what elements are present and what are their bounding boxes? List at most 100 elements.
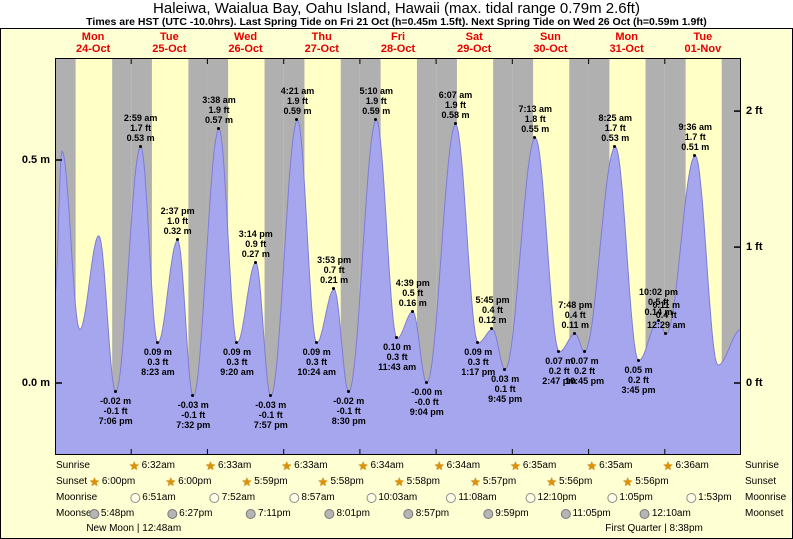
sunrise-time: 6:34am bbox=[370, 460, 404, 471]
sunset-entry: ★ 6:00pm bbox=[165, 475, 211, 488]
moonset-icon bbox=[560, 508, 571, 519]
moonset-time: 11:05pm bbox=[572, 508, 611, 519]
tide-annotation: 7:48 pm 0.4 ft 0.11 m bbox=[558, 299, 593, 330]
sun-star-icon: ★ bbox=[128, 458, 140, 473]
moonrise-entry: 6:51am bbox=[130, 491, 176, 504]
sunrise-entry: ★ 6:32am bbox=[129, 459, 175, 472]
moonset-icon bbox=[639, 508, 650, 519]
tide-extreme-dot bbox=[216, 126, 220, 130]
moonrise-row-label-left: Moonrise bbox=[56, 492, 98, 503]
moonset-entry: 6:27pm bbox=[167, 507, 212, 520]
tide-annotation: -0.02 m -0.1 ft 7:06 pm bbox=[98, 395, 133, 426]
tide-annotation: 0.05 m 0.2 ft 3:45 pm bbox=[621, 364, 656, 395]
moonrise-time: 1:53pm bbox=[698, 492, 732, 503]
tide-extreme-dot bbox=[374, 117, 378, 121]
moonrise-icon bbox=[686, 492, 697, 503]
tide-extreme-dot bbox=[533, 135, 537, 139]
sunrise-entry: ★ 6:35am bbox=[510, 459, 556, 472]
tide-annotation: -0.03 m -0.1 ft 7:32 pm bbox=[176, 400, 211, 431]
tide-annotation: 2:59 am 1.7 ft 0.53 m bbox=[123, 112, 158, 143]
moonrise-time: 6:51am bbox=[142, 492, 176, 503]
tide-annotation: 6:07 am 1.9 ft 0.58 m bbox=[438, 90, 473, 121]
day-label: Tue 01-Nov bbox=[668, 31, 738, 55]
day-date: 29-Oct bbox=[457, 43, 492, 55]
tide-annotation: -0.00 m -0.0 ft 9:04 pm bbox=[409, 387, 444, 417]
day-of-week: Mon bbox=[81, 31, 105, 43]
moonset-time: 8:01pm bbox=[336, 508, 370, 519]
day-of-week: Sun bbox=[540, 31, 561, 43]
tide-extreme-dot bbox=[138, 144, 142, 148]
day-label: Sat 29-Oct bbox=[439, 31, 509, 55]
tide-extreme-dot bbox=[664, 331, 668, 335]
sunrise-time: 6:34am bbox=[446, 460, 481, 471]
day-of-week: Tue bbox=[159, 31, 179, 43]
sunset-entry: ★ 5:57pm bbox=[470, 475, 516, 488]
moon-phase-label: First Quarter | 8:38pm bbox=[605, 523, 703, 534]
tide-annotation: 0.09 m 0.3 ft 8:23 am bbox=[141, 346, 175, 377]
sun-star-icon: ★ bbox=[470, 474, 481, 489]
moonrise-icon bbox=[366, 492, 377, 503]
day-date: 24-Oct bbox=[75, 43, 111, 55]
tide-extreme-dot bbox=[573, 331, 577, 335]
sunset-time: 5:57pm bbox=[482, 476, 517, 487]
sunrise-entry: ★ 6:36am bbox=[663, 459, 709, 472]
tide-extreme-dot bbox=[235, 340, 239, 344]
tide-extreme-dot bbox=[503, 367, 507, 371]
tide-extreme-dot bbox=[346, 389, 350, 393]
tide-annotation: 0.07 m 0.2 ft 2:47 pm bbox=[542, 355, 577, 386]
day-of-week: Mon bbox=[615, 31, 638, 43]
sun-star-icon: ★ bbox=[89, 474, 100, 489]
sun-star-icon: ★ bbox=[165, 474, 177, 489]
sunrise-time: 6:32am bbox=[141, 460, 176, 471]
tide-annotation: 3:38 am 1.9 ft 0.57 m bbox=[202, 94, 236, 125]
moonset-icon bbox=[167, 508, 178, 519]
sun-star-icon: ★ bbox=[205, 458, 216, 473]
sunset-entry: ★ 5:59pm bbox=[241, 475, 287, 488]
sunset-time: 5:59pm bbox=[254, 476, 288, 487]
moonset-row-label-left: Moonset bbox=[56, 508, 95, 519]
tide-extreme-dot bbox=[557, 349, 561, 353]
chart-subtitle: Times are HST (UTC -10.0hrs). Last Sprin… bbox=[86, 16, 707, 28]
y-axis-label-right: 2 ft bbox=[746, 105, 763, 118]
tide-annotation: 0.03 m 0.1 ft 9:45 pm bbox=[488, 373, 523, 404]
tide-extreme-dot bbox=[613, 144, 617, 148]
tide-annotation: 7:13 am 1.8 ft 0.55 m bbox=[518, 103, 553, 134]
tide-extreme-dot bbox=[476, 340, 480, 344]
tide-annotation: 0.09 m 0.3 ft 1:17 pm bbox=[461, 346, 496, 377]
day-label: Fri 28-Oct bbox=[363, 31, 433, 55]
tide-annotation: 10:02 pm 0.5 ft 0.14 m bbox=[639, 286, 679, 317]
sun-star-icon: ★ bbox=[433, 458, 445, 473]
tide-annotation: 3:53 pm 0.7 ft 0.21 m bbox=[317, 255, 352, 286]
moonrise-time: 12:10pm bbox=[537, 492, 577, 503]
sunset-entry: ★ 5:58pm bbox=[394, 475, 440, 488]
moonrise-entry: 7:52am bbox=[209, 491, 255, 504]
moonset-icon bbox=[324, 508, 335, 519]
tide-extreme-dot bbox=[424, 381, 428, 384]
moonset-time: 6:27pm bbox=[179, 508, 213, 519]
day-of-week: Sat bbox=[465, 31, 483, 43]
moonset-entry: 7:11pm bbox=[246, 507, 291, 520]
tide-annotation: 0.10 m 0.3 ft 11:43 am bbox=[378, 342, 417, 373]
tide-extreme-dot bbox=[253, 260, 257, 264]
moonrise-icon bbox=[525, 492, 536, 503]
sunset-entry: ★ 5:56pm bbox=[546, 475, 592, 488]
moonrise-icon bbox=[607, 492, 618, 503]
moonrise-entry: 10:03am bbox=[366, 491, 417, 504]
tide-extreme-dot bbox=[295, 117, 299, 121]
day-label: Sun 30-Oct bbox=[515, 31, 585, 55]
tide-annotation: 5:45 pm 0.4 ft 0.12 m bbox=[475, 295, 510, 326]
tide-extreme-dot bbox=[490, 327, 494, 331]
tide-extreme-dot bbox=[636, 358, 640, 362]
sunrise-entry: ★ 6:33am bbox=[281, 459, 327, 472]
moonrise-time: 8:57am bbox=[301, 492, 335, 503]
sun-star-icon: ★ bbox=[662, 458, 674, 473]
moonrise-icon bbox=[446, 492, 457, 503]
day-date: 01-Nov bbox=[684, 43, 722, 55]
moonrise-entry: 1:05pm bbox=[607, 491, 653, 504]
moonrise-icon bbox=[209, 492, 220, 503]
sunset-time: 5:56pm bbox=[558, 476, 593, 487]
moonrise-time: 1:05pm bbox=[619, 492, 653, 503]
sunset-time: 6:00pm bbox=[178, 476, 212, 487]
moonset-icon bbox=[403, 508, 414, 519]
tide-annotation: 8:25 am 1.7 ft 0.53 m bbox=[598, 112, 633, 143]
